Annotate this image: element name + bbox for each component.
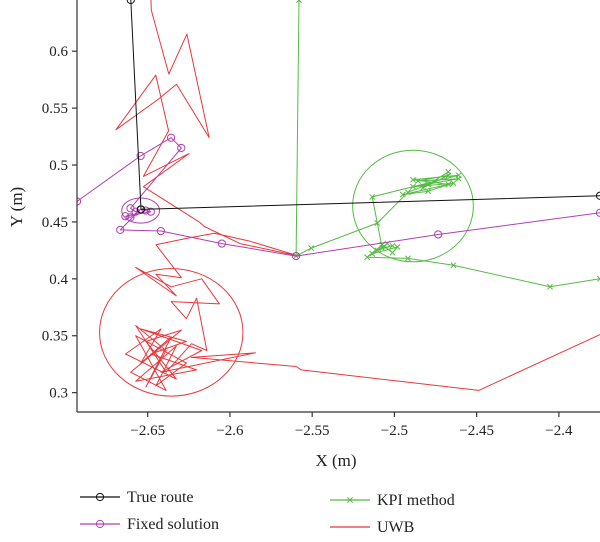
y-tick-label: 0.4 xyxy=(49,272,68,288)
legend-label: Fixed solution xyxy=(127,516,219,533)
series-fixed-solution xyxy=(77,133,600,261)
fixed-solution-point xyxy=(141,206,150,215)
legend-item-fixed-solution: Fixed solution xyxy=(80,516,219,533)
x-tick-label: −2.6 xyxy=(216,423,244,439)
y-tick-label: 0.6 xyxy=(49,44,68,60)
legend-item-kpi-method: KPI method xyxy=(330,492,455,509)
kpi-method-point xyxy=(450,262,457,269)
y-tick-label: 0.45 xyxy=(42,215,68,231)
kpi-method-point xyxy=(374,220,381,227)
series-true-route xyxy=(126,0,600,214)
x-tick-label: −2.65 xyxy=(130,423,165,439)
x-tick-label: −2.5 xyxy=(381,423,408,439)
fixed-solution-point xyxy=(146,207,155,216)
kpi-method-point xyxy=(410,183,416,190)
kpi-method-point xyxy=(547,283,553,290)
kpi-method-point xyxy=(296,0,302,3)
axes xyxy=(76,0,600,413)
kpi-method-point xyxy=(410,176,416,183)
y-tick-label: 0.5 xyxy=(49,158,68,174)
legend-label: UWB xyxy=(377,519,414,536)
kpi-method-point xyxy=(364,254,371,261)
kpi-method-line xyxy=(295,0,600,288)
kpi-method-point xyxy=(394,244,401,250)
kpi-method-point xyxy=(404,255,411,262)
kpi-method-point xyxy=(308,245,315,252)
y-tick-label: 0.35 xyxy=(42,329,68,345)
x-axis-label: X (m) xyxy=(315,451,356,470)
legend-item-true-route: True route xyxy=(80,489,194,506)
true-route-point xyxy=(126,0,135,5)
kpi-method-ellipse xyxy=(352,149,474,263)
series-kpi-method xyxy=(293,0,600,290)
true-route-point xyxy=(136,205,146,214)
kpi-method-point xyxy=(399,191,406,198)
kpi-method-point xyxy=(445,172,452,179)
kpi-method-point xyxy=(415,178,422,184)
x-tick-label: −2.45 xyxy=(459,423,494,439)
kpi-method-point xyxy=(369,250,376,257)
kpi-method-point xyxy=(425,188,432,195)
legend-marker xyxy=(95,519,105,529)
fixed-solution-point xyxy=(121,212,130,221)
fixed-solution-point xyxy=(136,151,145,161)
kpi-method-point xyxy=(389,249,396,256)
fixed-solution-point xyxy=(434,230,443,239)
fixed-solution-point xyxy=(217,239,226,248)
plot-area xyxy=(77,0,600,397)
kpi-method-point xyxy=(455,172,462,179)
kpi-method-point xyxy=(369,193,376,200)
fixed-solution-point xyxy=(156,226,165,236)
fixed-solution-point xyxy=(166,133,176,142)
kpi-method-point xyxy=(445,181,452,188)
fixed-solution-point xyxy=(126,213,135,222)
x-tick-label: −2.4 xyxy=(545,423,573,439)
legend-label: True route xyxy=(127,489,194,506)
kpi-method-point xyxy=(404,189,411,196)
fixed-solution-point xyxy=(595,208,600,217)
series-uwb xyxy=(115,0,600,391)
kpi-method-point xyxy=(425,181,432,188)
y-axis-label: Y (m) xyxy=(7,187,26,227)
legend-item-uwb: UWB xyxy=(330,519,414,536)
kpi-method-point xyxy=(597,275,600,282)
kpi-method-point xyxy=(450,180,457,187)
fixed-solution-point xyxy=(291,251,301,261)
y-tick-label: 0.3 xyxy=(49,386,68,402)
uwb-ellipse xyxy=(99,268,244,397)
kpi-method-point xyxy=(389,242,396,249)
uwb-line xyxy=(115,0,600,391)
y-tick-label: 0.55 xyxy=(42,101,68,117)
legend-marker xyxy=(347,497,353,503)
ticks: −2.65 −2.6 −2.55 −2.5 −2.45 −2.4 0.3 0.35 0.4 0.4… xyxy=(42,44,573,439)
kpi-method-point xyxy=(374,247,381,254)
true-route-line xyxy=(130,0,600,210)
true-route-point xyxy=(595,191,600,200)
legend-marker xyxy=(95,492,105,502)
legend: True route Fixed solution KPI method UWB xyxy=(80,489,455,536)
legend-label: KPI method xyxy=(377,492,455,509)
fixed-solution-point xyxy=(131,207,140,216)
fixed-solution-point xyxy=(177,143,186,153)
x-tick-label: −2.55 xyxy=(295,423,330,439)
kpi-method-point xyxy=(420,184,426,191)
fixed-solution-point xyxy=(116,225,125,235)
